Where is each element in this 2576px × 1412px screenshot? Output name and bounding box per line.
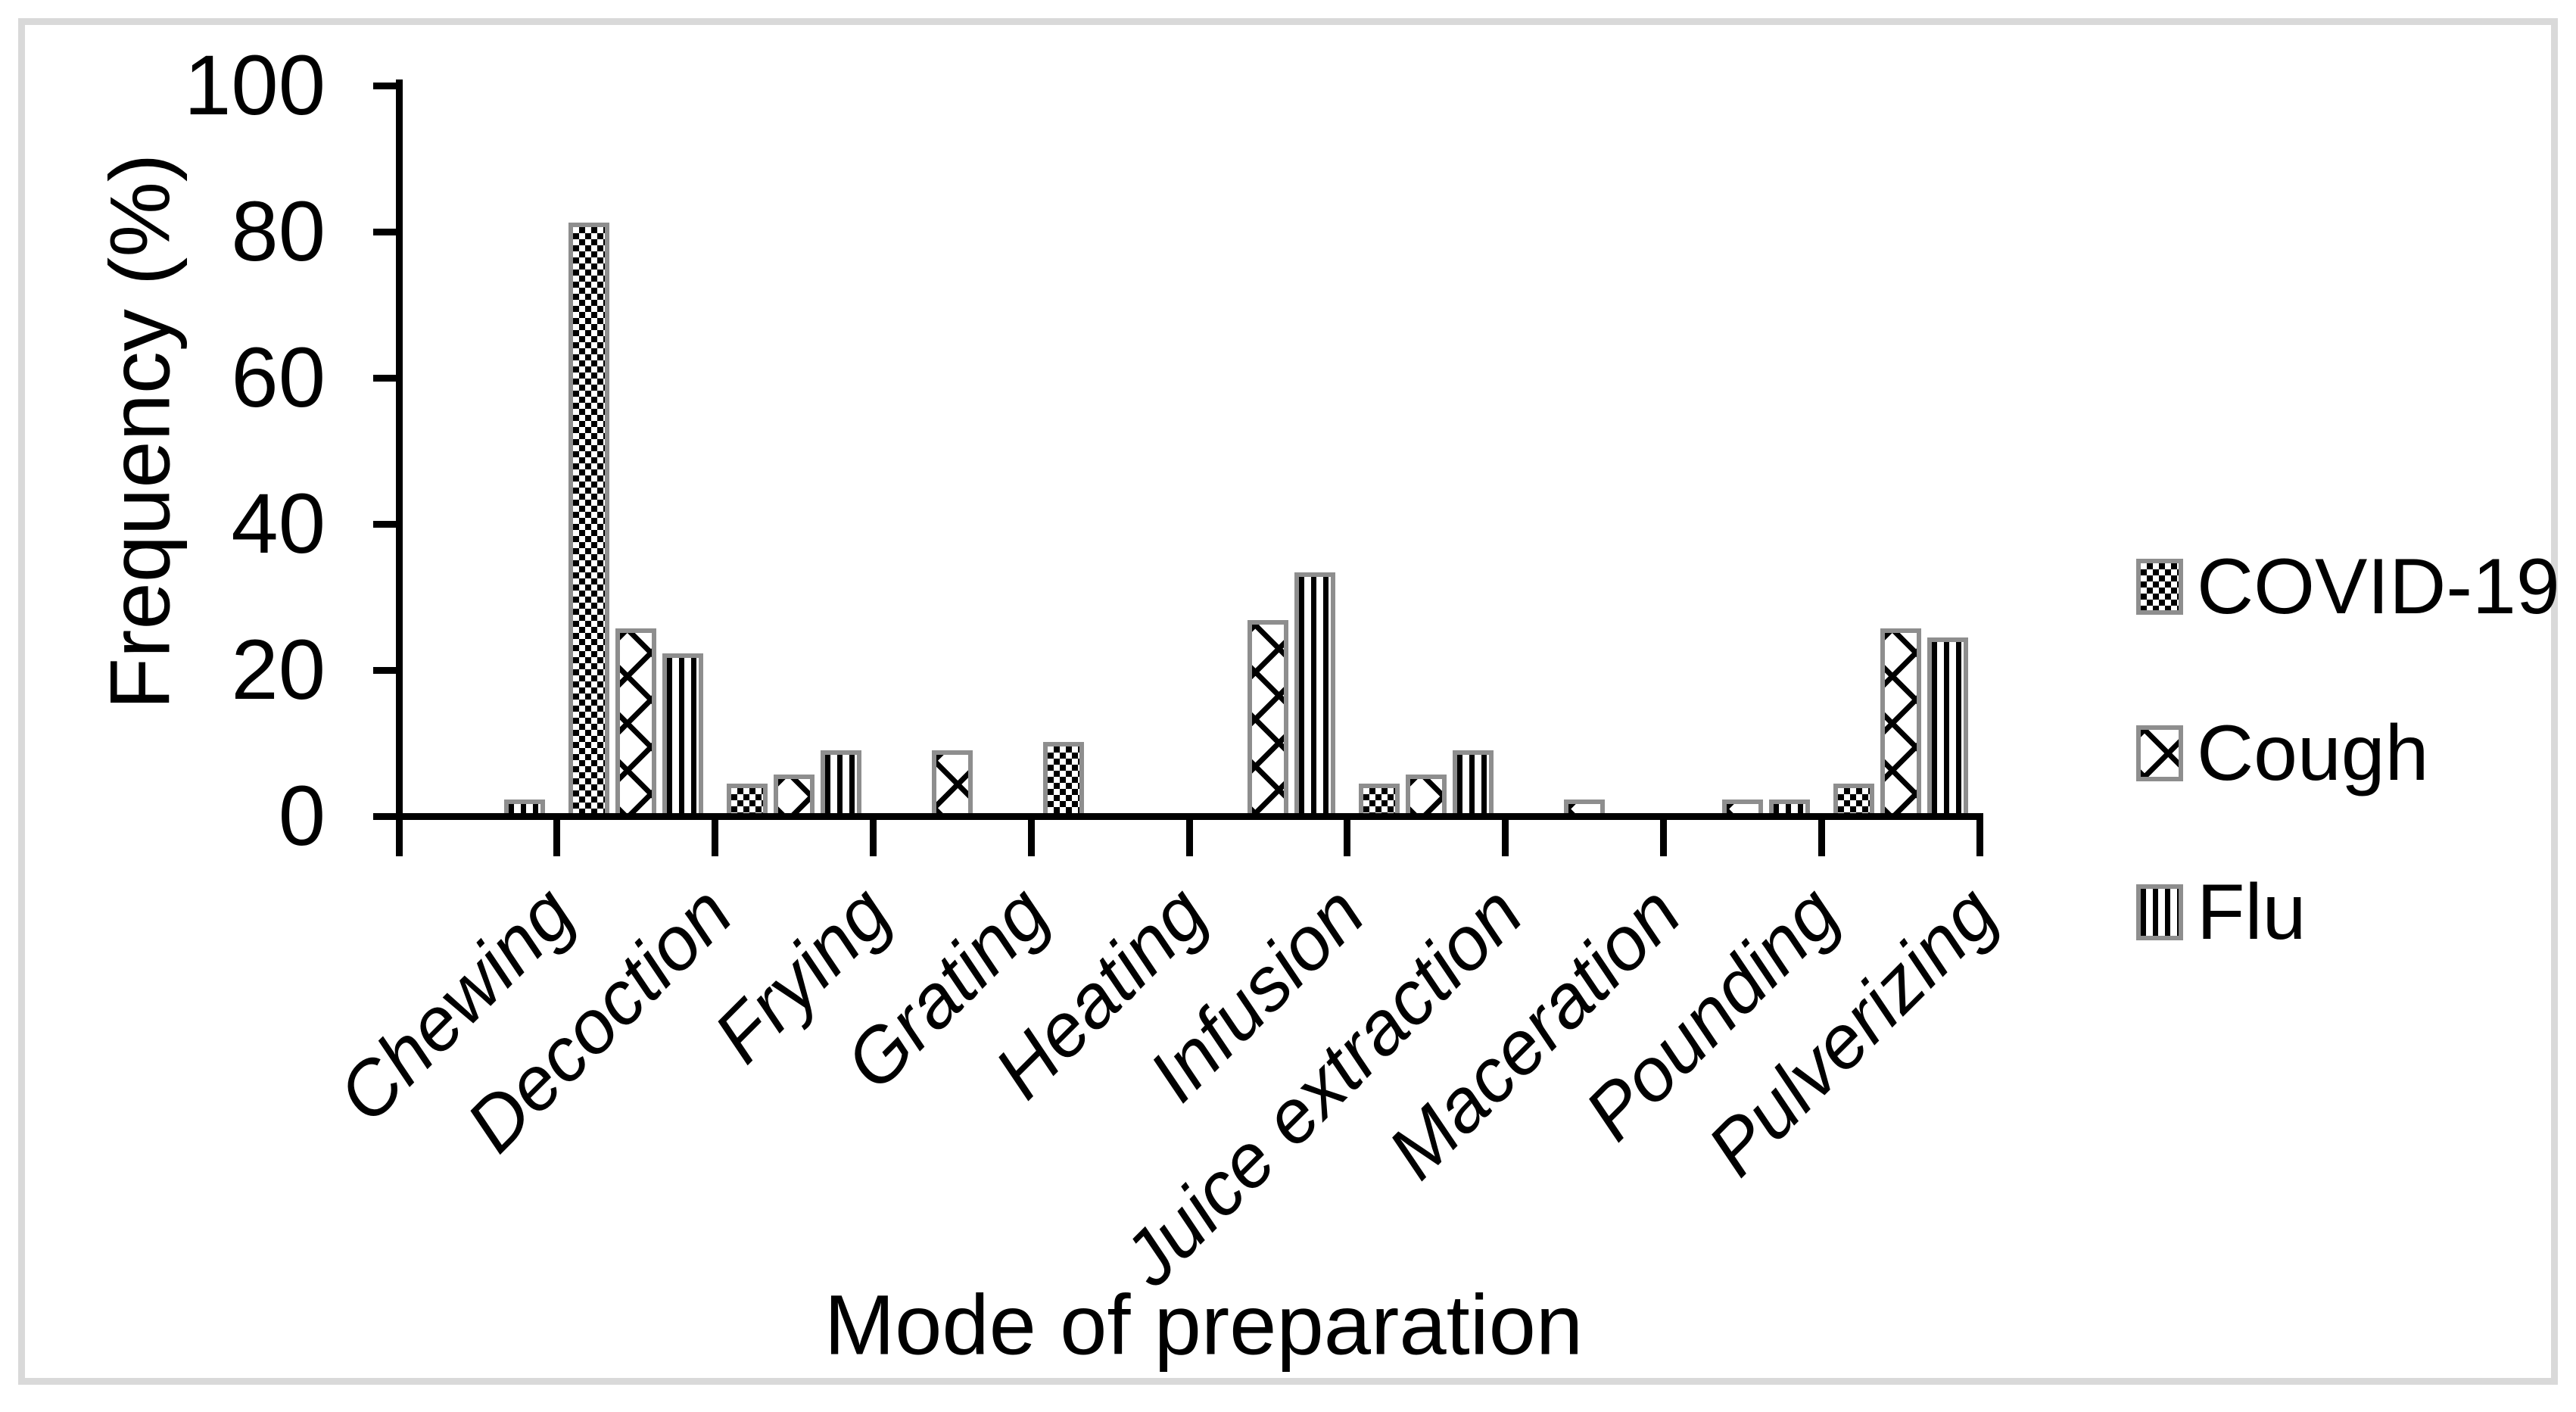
x-tick-10 — [1976, 819, 1983, 856]
x-tick-9 — [1818, 819, 1825, 856]
x-axis-line — [395, 812, 1983, 820]
figure-border — [18, 18, 2558, 1385]
y-tick-label-40: 40 — [231, 476, 326, 571]
y-tick-label-0: 0 — [278, 768, 326, 863]
legend-label-cough: Cough — [2197, 709, 2429, 797]
bar-infusion-flu — [1294, 572, 1336, 818]
x-tick-7 — [1502, 819, 1509, 856]
y-tick-80 — [372, 228, 396, 235]
bar-decoction-covid-19 — [568, 223, 610, 818]
y-tick-label-80: 80 — [231, 184, 326, 279]
x-tick-4 — [1027, 819, 1035, 856]
bar-infusion-cough — [1248, 620, 1289, 818]
y-tick-100 — [372, 82, 396, 89]
y-tick-20 — [372, 666, 396, 674]
x-tick-3 — [869, 819, 877, 856]
bar-pulverizing-cough — [1880, 628, 1921, 818]
y-axis-line — [395, 79, 403, 819]
y-tick-label-100: 100 — [184, 38, 326, 132]
x-tick-0 — [395, 819, 403, 856]
y-tick-label-20: 20 — [231, 622, 326, 717]
y-tick-0 — [372, 812, 396, 820]
y-tick-40 — [372, 520, 396, 528]
legend-label-flu: Flu — [2197, 868, 2307, 956]
bar-heating-covid-19 — [1042, 742, 1084, 818]
x-axis-title: Mode of preparation — [824, 1277, 1584, 1373]
x-tick-1 — [553, 819, 561, 856]
legend-swatch-flu — [2136, 884, 2183, 940]
y-tick-60 — [372, 374, 396, 382]
x-tick-5 — [1185, 819, 1193, 856]
y-tick-label-60: 60 — [231, 330, 326, 425]
bar-juice-extraction-flu — [1453, 750, 1494, 818]
x-tick-2 — [712, 819, 719, 856]
x-tick-8 — [1659, 819, 1667, 856]
legend-swatch-covid-19 — [2136, 559, 2183, 615]
legend-label-covid-19: COVID-19 — [2197, 543, 2560, 631]
legend-swatch-cough — [2136, 725, 2183, 781]
x-tick-6 — [1344, 819, 1351, 856]
